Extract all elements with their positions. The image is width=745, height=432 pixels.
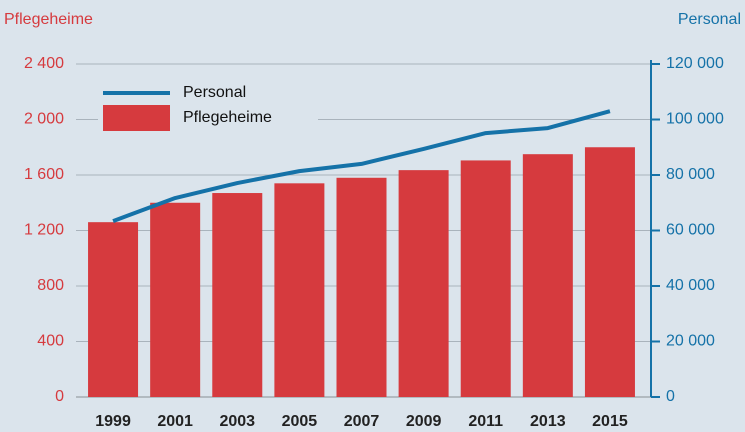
- y-tick-label: 2 400: [24, 55, 64, 72]
- bar: [336, 177, 387, 397]
- legend-label: Pflegeheime: [183, 109, 272, 126]
- x-tick-label: 2007: [344, 413, 380, 430]
- x-tick-label: 2001: [157, 413, 193, 430]
- x-tick-label: 2015: [592, 413, 628, 430]
- legend-label: Personal: [183, 84, 246, 101]
- y2-tick-label: 20 000: [666, 333, 715, 350]
- x-tick-label: 2005: [282, 413, 318, 430]
- legend-swatch: [103, 105, 170, 131]
- bar: [150, 202, 201, 397]
- bar: [212, 193, 263, 397]
- line: [112, 109, 611, 223]
- bar: [398, 170, 449, 397]
- bar: [460, 160, 511, 397]
- y-tick-label: 2 000: [24, 111, 64, 128]
- y2-tick-label: 40 000: [666, 277, 715, 294]
- y2-tick-label: 0: [666, 388, 675, 405]
- y-tick-label: 1 600: [24, 166, 64, 183]
- x-tick-label: 2009: [406, 413, 442, 430]
- x-tick-label: 2003: [219, 413, 255, 430]
- bar: [274, 183, 325, 397]
- y2-axis-title: Personal: [678, 11, 741, 28]
- y-tick-label: 0: [55, 388, 64, 405]
- bar: [522, 154, 573, 397]
- bar: [584, 147, 635, 397]
- y2-tick-label: 120 000: [666, 55, 724, 72]
- y-axis-title: Pflegeheime: [4, 11, 93, 28]
- bar: [88, 222, 139, 397]
- x-tick-label: 1999: [95, 413, 131, 430]
- x-tick-label: 2013: [530, 413, 566, 430]
- y-tick-label: 800: [37, 277, 64, 294]
- y2-tick-label: 60 000: [666, 222, 715, 239]
- y-tick-label: 1 200: [24, 222, 64, 239]
- x-tick-label: 2011: [468, 413, 503, 430]
- y-tick-label: 400: [37, 333, 64, 350]
- y2-tick-label: 80 000: [666, 166, 715, 183]
- y2-tick-label: 100 000: [666, 111, 724, 128]
